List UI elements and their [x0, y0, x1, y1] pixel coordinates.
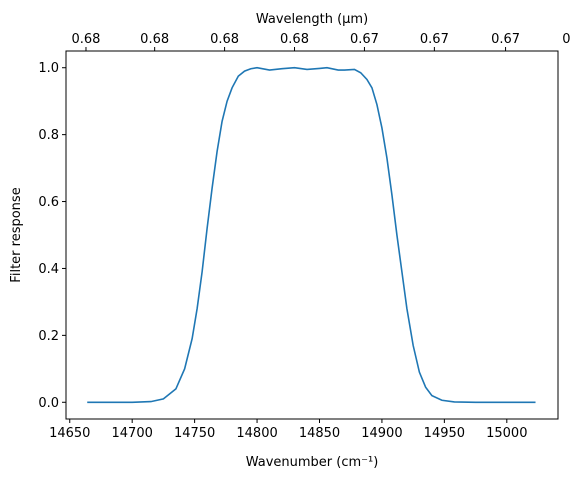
x-tick-label: 14700 [112, 426, 153, 441]
y-tick-label: 0.4 [38, 262, 59, 277]
x-tick-label: 14800 [236, 426, 277, 441]
top-tick-label: 0.68 [280, 32, 309, 47]
series-line [87, 66, 536, 404]
y-axis-left: 0.0 0.2 0.4 0.6 0.8 1.0 [38, 61, 66, 411]
x-tick-label: 14900 [361, 426, 402, 441]
y-tick-label: 0.8 [38, 128, 59, 143]
top-tick-label: 0.67 [491, 32, 520, 47]
y-axis-title: Filter response [9, 187, 24, 282]
top-tick-label: 0.67 [350, 32, 379, 47]
x-tick-label: 14850 [299, 426, 340, 441]
x-axis-bottom: 14650 14700 14750 14800 14850 14900 14950 15000 [49, 419, 527, 441]
top-axis-title: Wavelength (μm) [256, 12, 368, 27]
x-tick-label: 14650 [49, 426, 90, 441]
y-tick-label: 0.6 [38, 195, 59, 210]
x-tick-label: 15000 [486, 426, 527, 441]
plot-area [65, 50, 559, 420]
x-tick-label: 14950 [424, 426, 465, 441]
top-tick-label: 0.68 [140, 32, 169, 47]
top-tick-label: 0.68 [210, 32, 239, 47]
x-tick-label: 14750 [174, 426, 215, 441]
y-tick-label: 1.0 [38, 61, 59, 76]
plot-frame [65, 50, 559, 420]
top-tick-label: 0.67 [562, 32, 570, 47]
y-tick-label: 0.2 [38, 329, 59, 344]
x-axis-top: 0.68 0.68 0.68 0.68 0.67 0.67 0.67 0.67 [72, 32, 570, 51]
top-tick-label: 0.67 [420, 32, 449, 47]
top-tick-label: 0.68 [72, 32, 101, 47]
x-axis-title: Wavenumber (cm⁻¹) [246, 455, 379, 470]
y-tick-label: 0.0 [38, 396, 59, 411]
